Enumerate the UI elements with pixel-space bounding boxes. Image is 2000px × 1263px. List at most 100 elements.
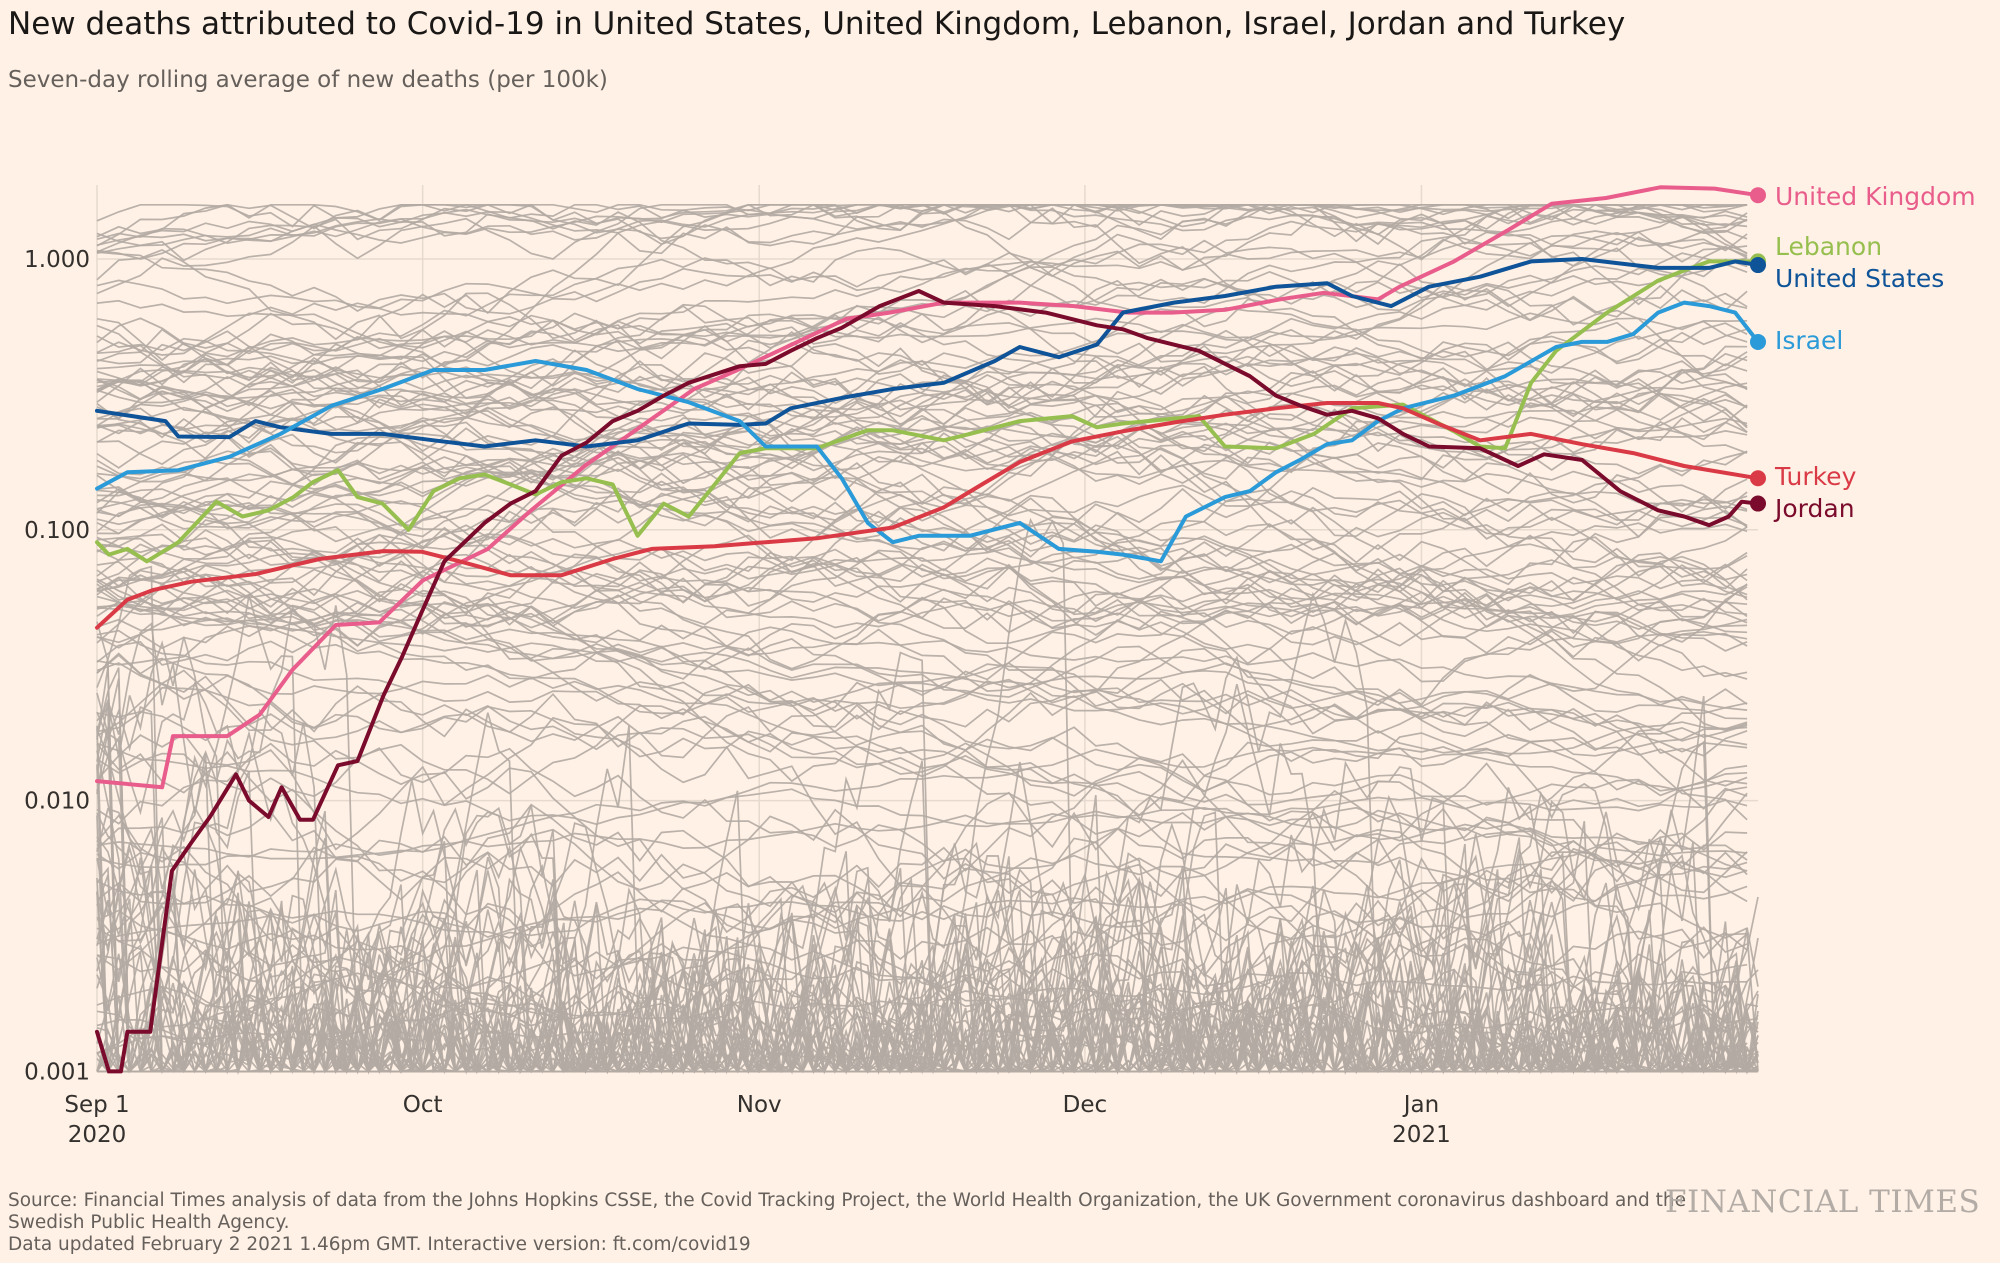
background-country-line: [96, 258, 1748, 538]
background-country-line: [96, 402, 1748, 551]
series-end-marker-united-kingdom: [1750, 187, 1766, 204]
background-country-line: [96, 774, 1748, 980]
background-country-line: [96, 632, 1748, 753]
background-country-line: [96, 329, 1748, 476]
label-israel: Israel: [1775, 326, 1843, 355]
background-country-line: [96, 465, 1748, 593]
source-note: Source: Financial Times analysis of data…: [8, 1190, 1686, 1211]
background-country-line: [96, 203, 1748, 403]
background-country-line: [96, 589, 1748, 787]
background-country-line: [96, 595, 1758, 1074]
ft-logo: FINANCIAL TIMES: [1665, 1184, 1980, 1220]
y-tick-label: 0.100: [24, 518, 90, 544]
background-country-line: [96, 359, 1748, 567]
background-country-line: [96, 721, 1748, 869]
series-line-united-states: [95, 257, 1760, 449]
background-country-line: [96, 257, 1748, 432]
x-tick-label: Sep 1: [64, 1092, 129, 1118]
background-country-line: [96, 231, 1748, 318]
background-country-line: [96, 854, 1758, 1075]
background-country-line: [96, 828, 1748, 968]
background-country-line: [96, 916, 1748, 1027]
background-country-line: [96, 203, 1748, 241]
y-tick-label: 0.010: [24, 789, 90, 815]
x-tick-label: Dec: [1063, 1092, 1108, 1118]
background-country-line: [96, 861, 1748, 1028]
series-labels: United Kingdom Lebanon United States Isr…: [1773, 182, 1976, 523]
background-country-line: [96, 794, 1759, 1075]
background-country-line: [96, 374, 1748, 433]
background-country-line: [96, 233, 1748, 386]
background-country-line: [96, 617, 1748, 754]
background-country-line: [96, 880, 1748, 1073]
background-country-line: [96, 851, 1759, 1075]
background-country-line: [96, 462, 1748, 637]
x-tick-year: 2020: [68, 1122, 127, 1148]
background-country-line: [96, 247, 1748, 444]
background-country-line: [96, 355, 1748, 535]
background-country-line: [96, 557, 1748, 720]
background-country-line: [96, 606, 1748, 792]
label-united-states: United States: [1775, 264, 1944, 293]
y-tick-label: 0.001: [24, 1059, 90, 1085]
label-united-kingdom: United Kingdom: [1775, 182, 1976, 211]
background-country-line: [96, 378, 1748, 540]
series-end-marker-jordan: [1750, 495, 1766, 512]
background-country-line: [96, 600, 1748, 746]
source-note-continued: Swedish Public Health Agency.: [8, 1212, 290, 1233]
x-tick-label: Oct: [403, 1092, 443, 1118]
background-country-line: [96, 522, 1748, 599]
background-country-line: [96, 203, 1748, 388]
background-country-line: [96, 730, 1759, 1075]
background-country-line: [96, 334, 1748, 419]
background-country-line: [96, 574, 1748, 757]
background-country-line: [96, 203, 1748, 371]
series-line-jordan: [95, 289, 1760, 1074]
background-country-line: [96, 359, 1748, 519]
background-country-line: [96, 376, 1748, 466]
series-end-marker-united-states: [1750, 257, 1766, 274]
background-country-line: [96, 203, 1748, 380]
background-country-line: [97, 343, 1748, 420]
label-turkey: Turkey: [1774, 462, 1857, 491]
background-country-line: [96, 796, 1748, 858]
background-country-line: [96, 786, 1748, 935]
background-country-line: [96, 314, 1748, 601]
series-line-israel: [95, 300, 1760, 564]
background-country-line: [96, 588, 1748, 806]
background-country-line: [96, 312, 1748, 418]
background-country-line: [96, 487, 1748, 638]
background-country-line: [96, 537, 1748, 630]
background-country-line: [96, 459, 1748, 624]
background-country-line: [96, 203, 1748, 391]
background-country-line: [96, 382, 1748, 519]
background-country-line: [96, 203, 1748, 363]
series-line-turkey: [95, 401, 1760, 630]
series-end-marker-israel: [1750, 333, 1766, 350]
background-country-line: [96, 807, 1759, 1075]
background-country-line: [96, 728, 1759, 1074]
background-country-line: [96, 345, 1748, 624]
background-country-line: [96, 306, 1748, 518]
background-country-line: [96, 251, 1748, 360]
background-country-line: [96, 600, 1748, 783]
x-axis: Sep 1 Oct Nov Dec Jan 2020 2021: [64, 1092, 1450, 1148]
background-country-line: [96, 536, 1748, 706]
background-country-line: [96, 504, 1748, 821]
y-axis: 1.000 0.100 0.010 0.001: [24, 247, 90, 1085]
background-country-line: [96, 499, 1748, 721]
background-country-line: [96, 203, 1748, 260]
background-country-line: [96, 486, 1748, 585]
background-country-line: [96, 586, 1748, 759]
x-tick-year: 2021: [1392, 1122, 1451, 1148]
chart-title: New deaths attributed to Covid-19 in Uni…: [8, 6, 1625, 42]
background-country-line: [96, 353, 1748, 609]
label-lebanon: Lebanon: [1775, 232, 1882, 261]
series-end-marker-turkey: [1750, 470, 1766, 487]
chart-subtitle: Seven-day rolling average of new deaths …: [8, 67, 608, 93]
highlighted-series: [95, 185, 1766, 1074]
label-jordan: Jordan: [1773, 494, 1855, 523]
background-country-line: [96, 344, 1748, 528]
background-country-line: [96, 503, 1748, 605]
